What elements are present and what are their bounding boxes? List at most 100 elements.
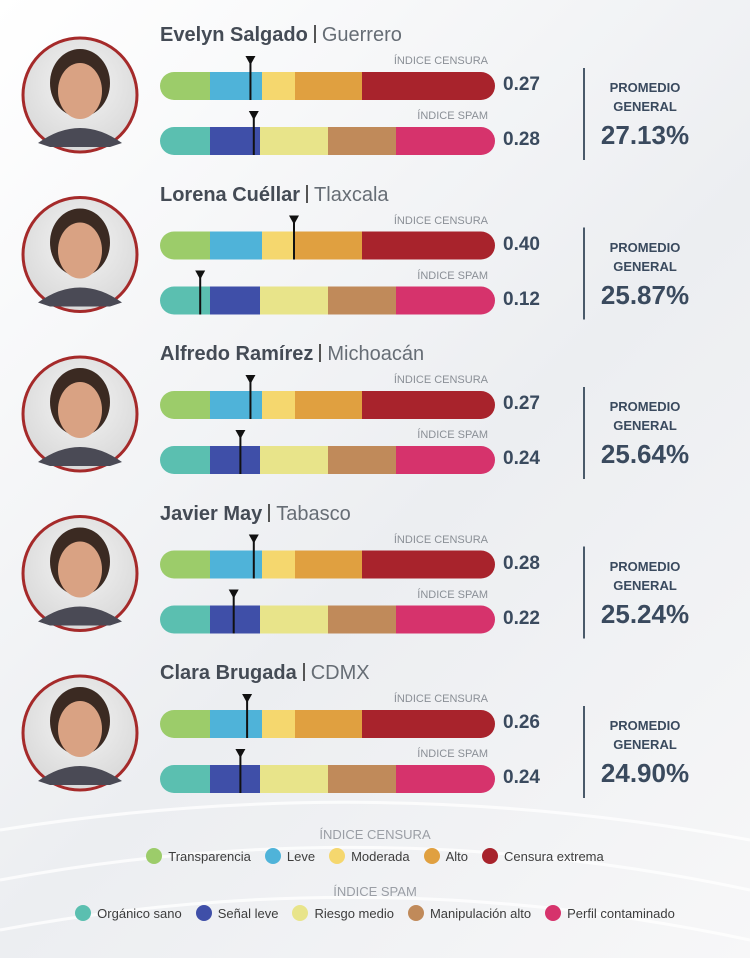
censura-label: ÍNDICE CENSURA: [393, 693, 488, 705]
gauge-marker: [228, 589, 239, 634]
legend-item: Riesgo medio: [292, 905, 394, 921]
gauge-marker: [235, 430, 246, 474]
legend-row: Orgánico sano Señal leve Riesgo medio Manip…: [0, 905, 750, 921]
gauge-segment: [262, 231, 295, 260]
gauge-segment: [328, 446, 396, 474]
gauge-segment: [262, 550, 295, 579]
gauge-bar: [160, 127, 495, 155]
name: Alfredo Ramírez: [160, 343, 314, 365]
gauge-segment: [210, 286, 260, 315]
spam-value: 0.28: [503, 129, 540, 150]
gauge-bar: [160, 710, 495, 738]
legend-label: Leve: [286, 848, 316, 864]
legend-swatch: [407, 905, 424, 921]
gauge-segment: [160, 446, 210, 474]
censura-label: ÍNDICE CENSURA: [393, 533, 488, 546]
gauge-bar: [160, 765, 495, 793]
gauge-segment: [260, 286, 328, 315]
spam-label: ÍNDICE SPAM: [417, 429, 488, 441]
gauge-segment: [328, 127, 396, 155]
spam-value: 0.12: [503, 288, 540, 310]
gauge-segment: [260, 446, 328, 474]
censura-value: 0.26: [503, 712, 540, 733]
person-name: Javier May Tabasco: [160, 503, 351, 526]
legend-item: Orgánico sano: [75, 905, 182, 921]
censura-value: 0.27: [503, 393, 540, 414]
legend-label: Transparencia: [168, 848, 251, 864]
gauge-segment: [262, 710, 295, 738]
gauge-segment: [210, 72, 262, 100]
legend-swatch: [195, 905, 212, 921]
separator: [313, 25, 316, 43]
gauge-bar: [160, 550, 495, 579]
photo-shoulders: [38, 447, 122, 466]
gauge-segment: [160, 710, 210, 738]
gauge-segment: [362, 231, 495, 260]
legend-title: ÍNDICE SPAM: [333, 884, 417, 899]
legend-item: Moderada: [329, 848, 410, 864]
censura-value: 0.27: [503, 74, 540, 95]
spam-value: 0.24: [503, 448, 540, 469]
promedio-label: PROMEDIO GENERAL: [609, 239, 681, 274]
gauge-segment: [210, 127, 260, 155]
promedio-value: 25.64%: [600, 439, 690, 469]
gauge-segment: [160, 391, 210, 419]
photo-shoulders: [38, 606, 122, 626]
censura-label: ÍNDICE CENSURA: [393, 55, 488, 67]
gauge-bar: [160, 286, 495, 315]
photo-face: [58, 701, 102, 757]
gauge-segment: [396, 127, 495, 155]
promedio-value: 24.90%: [600, 758, 690, 788]
gauge-marker: [235, 749, 246, 793]
photo-shoulders: [38, 128, 122, 147]
photo-face: [58, 222, 102, 279]
gauge-bar: [160, 72, 495, 100]
legend-swatch: [75, 905, 92, 921]
gauge-bar: [160, 446, 495, 474]
gauge-marker: [242, 694, 253, 738]
gauge-bar: [160, 605, 495, 634]
gauge-segment: [160, 286, 210, 315]
marker-head: [228, 589, 239, 599]
photo-face: [58, 382, 102, 438]
legend-title: ÍNDICE CENSURA: [319, 827, 431, 842]
gauge-segment: [362, 391, 495, 419]
legend-swatch: [329, 848, 346, 864]
gauge-segment: [396, 605, 495, 634]
censura-label: ÍNDICE CENSURA: [393, 374, 488, 386]
person-name: Evelyn Salgado Guerrero: [160, 24, 402, 47]
gauge-segment: [260, 765, 328, 793]
gauge-segment: [210, 446, 260, 474]
promedio-label: PROMEDIO GENERAL: [609, 399, 681, 433]
legend-label: Manipulación alto: [429, 905, 532, 921]
gauge-segment: [328, 765, 396, 793]
censura-value: 0.28: [503, 552, 540, 574]
legend-label: Alto: [445, 848, 469, 864]
marker-head: [235, 430, 246, 439]
photo-shoulders: [38, 287, 122, 307]
promedio-label: PROMEDIO GENERAL: [609, 718, 681, 752]
legend-label: Moderada: [351, 848, 410, 864]
spam-label: ÍNDICE SPAM: [417, 588, 488, 601]
marker-head: [235, 749, 246, 758]
censura-label: ÍNDICE CENSURA: [393, 214, 488, 227]
legend-row: Transparencia Leve Moderada Alto Censura ext…: [0, 848, 750, 864]
promedio-value: 25.24%: [600, 598, 690, 629]
gauge-segment: [260, 127, 328, 155]
marker-head: [195, 270, 206, 280]
photo-face: [58, 63, 102, 119]
gauge-marker: [245, 375, 256, 419]
legend-item: Señal leve: [195, 905, 278, 921]
gauge-segment: [295, 72, 362, 100]
promedio-value: 27.13%: [600, 120, 690, 150]
promedio-label: PROMEDIO GENERAL: [609, 80, 681, 114]
person-name: Alfredo Ramírez Michoacán: [160, 343, 424, 366]
marker-head: [242, 694, 253, 703]
gauge-marker: [248, 534, 259, 579]
gauge-segment: [295, 550, 362, 579]
spam-label: ÍNDICE SPAM: [417, 748, 488, 760]
gauge-bar: [160, 231, 495, 260]
gauge-segment: [295, 710, 362, 738]
legend-label: Censura extrema: [504, 848, 604, 864]
